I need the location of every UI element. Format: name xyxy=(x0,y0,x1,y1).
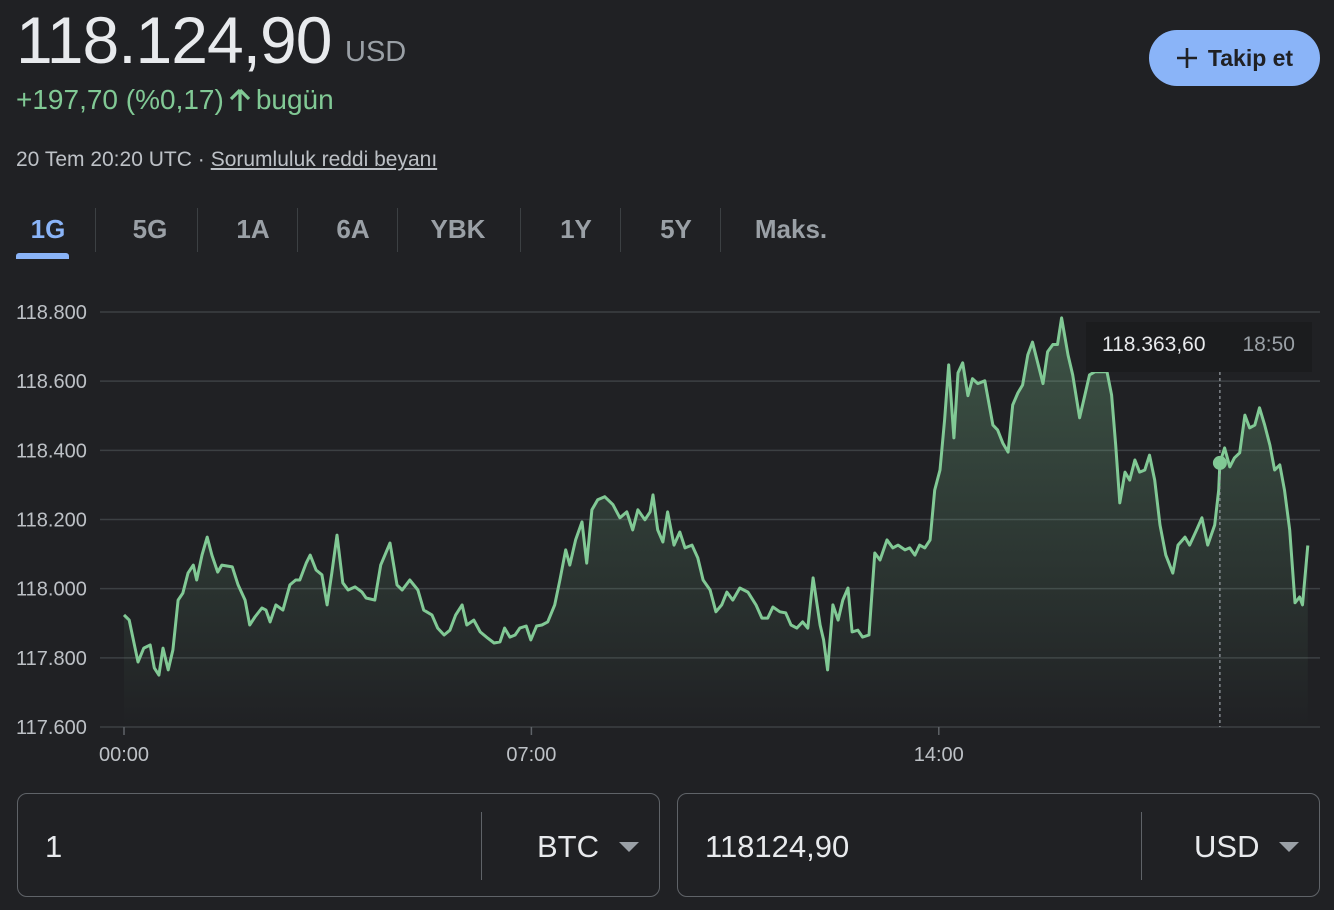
from-box[interactable] xyxy=(17,793,660,897)
timestamp-row: 20 Tem 20:20 UTC · Sorumluluk reddi beyan… xyxy=(16,148,437,172)
from-amount[interactable]: 1 xyxy=(45,829,63,864)
up-arrow-icon xyxy=(229,88,250,111)
disclaimer-link[interactable]: Sorumluluk reddi beyanı xyxy=(210,148,438,171)
range-tab[interactable]: 1G xyxy=(30,214,66,244)
change: +197,70 (%0,17) xyxy=(16,84,224,115)
tooltip-box xyxy=(1086,322,1312,372)
from-currency[interactable]: BTC xyxy=(537,829,599,864)
y-tick-label: 118.600 xyxy=(16,371,87,393)
tab-separator xyxy=(620,208,621,252)
x-tick-label: 14:00 xyxy=(914,744,964,766)
dropdown-icon xyxy=(1279,842,1299,852)
tab-separator xyxy=(95,208,96,252)
x-tick-label: 07:00 xyxy=(506,744,556,766)
chart: 117.600 117.800 118.000 118.200 118.400 118.6… xyxy=(16,302,1320,766)
price: 118.124,90 xyxy=(16,3,332,77)
y-tick-label: 117.600 xyxy=(16,717,87,739)
tab-separator xyxy=(297,208,298,252)
price-line xyxy=(122,316,1310,677)
range-tab[interactable]: Maks. xyxy=(754,214,828,244)
change-period: bugün xyxy=(255,84,334,115)
timestamp: 20 Tem 20:20 UTC · xyxy=(16,148,205,171)
tab-separator xyxy=(397,208,398,252)
x-tick-label: 00:00 xyxy=(99,744,149,766)
y-tick-label: 118.800 xyxy=(16,302,87,324)
to-currency[interactable]: USD xyxy=(1194,829,1260,864)
follow-label: Takip et xyxy=(1207,44,1294,71)
tab-separator xyxy=(197,208,198,252)
range-tab[interactable]: 5Y xyxy=(660,214,692,244)
y-tick-label: 118.400 xyxy=(16,440,87,462)
change-row: +197,70 (%0,17) bugün xyxy=(16,84,334,116)
dropdown-icon xyxy=(619,842,639,852)
y-tick-label: 118.200 xyxy=(16,510,87,532)
tooltip-time: 18:50 xyxy=(1242,333,1295,356)
y-tick-label: 117.800 xyxy=(16,648,87,670)
range-tab[interactable]: YBK xyxy=(430,214,486,244)
plus-icon xyxy=(1176,48,1197,68)
range-tab[interactable]: 5G xyxy=(132,214,168,244)
tab-separator xyxy=(720,208,721,252)
active-tab-indicator xyxy=(16,253,69,259)
currency: USD xyxy=(345,36,407,68)
y-tick-label: 118.000 xyxy=(16,579,87,601)
tab-separator xyxy=(520,208,521,252)
range-tab[interactable]: 6A xyxy=(336,214,370,244)
to-amount[interactable]: 118124,90 xyxy=(705,829,850,864)
range-tab[interactable]: 1A xyxy=(236,214,270,244)
follow-button[interactable]: Takip et xyxy=(1149,30,1320,86)
area-fill xyxy=(124,317,1308,727)
tooltip-value: 118.363,60 xyxy=(1102,333,1206,356)
to-box[interactable] xyxy=(677,793,1320,897)
range-tab[interactable]: 1Y xyxy=(560,214,592,244)
hover-point xyxy=(1212,455,1227,470)
